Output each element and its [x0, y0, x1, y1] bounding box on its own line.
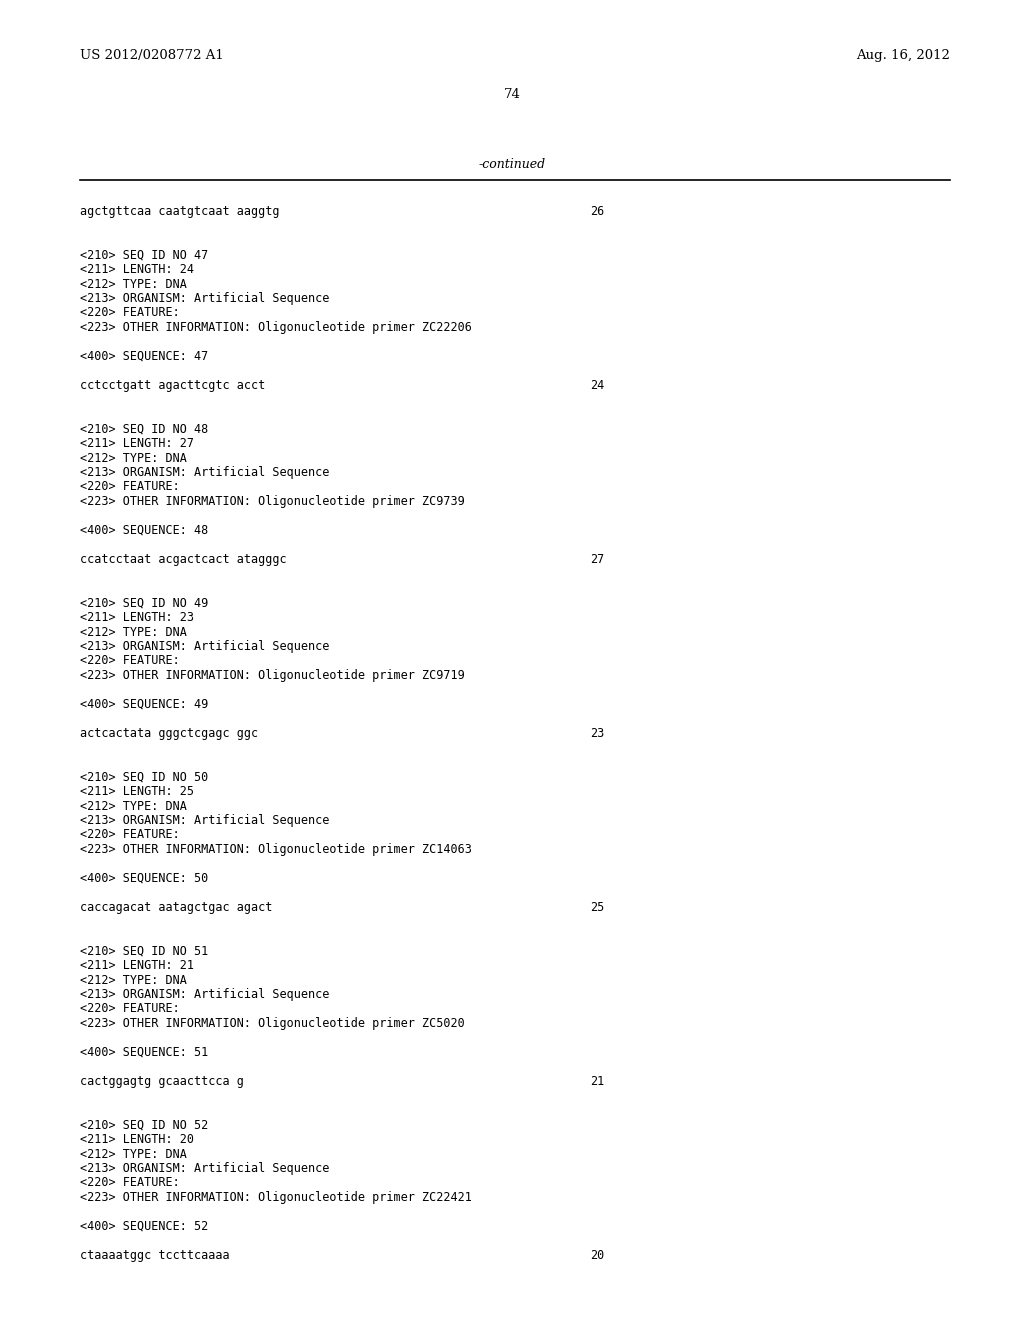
Text: 24: 24: [590, 379, 604, 392]
Text: <212> TYPE: DNA: <212> TYPE: DNA: [80, 800, 186, 813]
Text: 21: 21: [590, 1074, 604, 1088]
Text: <211> LENGTH: 20: <211> LENGTH: 20: [80, 1133, 194, 1146]
Text: <212> TYPE: DNA: <212> TYPE: DNA: [80, 1147, 186, 1160]
Text: <210> SEQ ID NO 47: <210> SEQ ID NO 47: [80, 248, 208, 261]
Text: <400> SEQUENCE: 49: <400> SEQUENCE: 49: [80, 698, 208, 711]
Text: 23: 23: [590, 727, 604, 741]
Text: <220> FEATURE:: <220> FEATURE:: [80, 306, 180, 319]
Text: <400> SEQUENCE: 48: <400> SEQUENCE: 48: [80, 524, 208, 537]
Text: <212> TYPE: DNA: <212> TYPE: DNA: [80, 277, 186, 290]
Text: <210> SEQ ID NO 51: <210> SEQ ID NO 51: [80, 945, 208, 957]
Text: <210> SEQ ID NO 49: <210> SEQ ID NO 49: [80, 597, 208, 610]
Text: <211> LENGTH: 27: <211> LENGTH: 27: [80, 437, 194, 450]
Text: <211> LENGTH: 21: <211> LENGTH: 21: [80, 960, 194, 972]
Text: <223> OTHER INFORMATION: Oligonucleotide primer ZC22206: <223> OTHER INFORMATION: Oligonucleotide…: [80, 321, 472, 334]
Text: ctaaaatggc tccttcaaaa: ctaaaatggc tccttcaaaa: [80, 1249, 229, 1262]
Text: <211> LENGTH: 25: <211> LENGTH: 25: [80, 785, 194, 799]
Text: <223> OTHER INFORMATION: Oligonucleotide primer ZC5020: <223> OTHER INFORMATION: Oligonucleotide…: [80, 1016, 465, 1030]
Text: <212> TYPE: DNA: <212> TYPE: DNA: [80, 974, 186, 986]
Text: <220> FEATURE:: <220> FEATURE:: [80, 655, 180, 668]
Text: cactggagtg gcaacttcca g: cactggagtg gcaacttcca g: [80, 1074, 244, 1088]
Text: <213> ORGANISM: Artificial Sequence: <213> ORGANISM: Artificial Sequence: [80, 1162, 330, 1175]
Text: <212> TYPE: DNA: <212> TYPE: DNA: [80, 626, 186, 639]
Text: <220> FEATURE:: <220> FEATURE:: [80, 1176, 180, 1189]
Text: <210> SEQ ID NO 48: <210> SEQ ID NO 48: [80, 422, 208, 436]
Text: agctgttcaa caatgtcaat aaggtg: agctgttcaa caatgtcaat aaggtg: [80, 205, 280, 218]
Text: <400> SEQUENCE: 52: <400> SEQUENCE: 52: [80, 1220, 208, 1233]
Text: 20: 20: [590, 1249, 604, 1262]
Text: <212> TYPE: DNA: <212> TYPE: DNA: [80, 451, 186, 465]
Text: caccagacat aatagctgac agact: caccagacat aatagctgac agact: [80, 902, 272, 913]
Text: <220> FEATURE:: <220> FEATURE:: [80, 1002, 180, 1015]
Text: <211> LENGTH: 23: <211> LENGTH: 23: [80, 611, 194, 624]
Text: <223> OTHER INFORMATION: Oligonucleotide primer ZC9719: <223> OTHER INFORMATION: Oligonucleotide…: [80, 669, 465, 682]
Text: Aug. 16, 2012: Aug. 16, 2012: [856, 49, 950, 62]
Text: ccatcctaat acgactcact atagggc: ccatcctaat acgactcact atagggc: [80, 553, 287, 566]
Text: <213> ORGANISM: Artificial Sequence: <213> ORGANISM: Artificial Sequence: [80, 987, 330, 1001]
Text: actcactata gggctcgagc ggc: actcactata gggctcgagc ggc: [80, 727, 258, 741]
Text: <400> SEQUENCE: 51: <400> SEQUENCE: 51: [80, 1045, 208, 1059]
Text: -continued: -continued: [478, 158, 546, 172]
Text: <213> ORGANISM: Artificial Sequence: <213> ORGANISM: Artificial Sequence: [80, 814, 330, 828]
Text: <213> ORGANISM: Artificial Sequence: <213> ORGANISM: Artificial Sequence: [80, 292, 330, 305]
Text: 26: 26: [590, 205, 604, 218]
Text: 25: 25: [590, 902, 604, 913]
Text: cctcctgatt agacttcgtc acct: cctcctgatt agacttcgtc acct: [80, 379, 265, 392]
Text: <220> FEATURE:: <220> FEATURE:: [80, 829, 180, 842]
Text: <213> ORGANISM: Artificial Sequence: <213> ORGANISM: Artificial Sequence: [80, 640, 330, 653]
Text: 27: 27: [590, 553, 604, 566]
Text: <211> LENGTH: 24: <211> LENGTH: 24: [80, 263, 194, 276]
Text: 74: 74: [504, 88, 520, 102]
Text: <400> SEQUENCE: 50: <400> SEQUENCE: 50: [80, 873, 208, 884]
Text: <223> OTHER INFORMATION: Oligonucleotide primer ZC22421: <223> OTHER INFORMATION: Oligonucleotide…: [80, 1191, 472, 1204]
Text: <223> OTHER INFORMATION: Oligonucleotide primer ZC9739: <223> OTHER INFORMATION: Oligonucleotide…: [80, 495, 465, 508]
Text: <210> SEQ ID NO 52: <210> SEQ ID NO 52: [80, 1118, 208, 1131]
Text: <220> FEATURE:: <220> FEATURE:: [80, 480, 180, 494]
Text: <400> SEQUENCE: 47: <400> SEQUENCE: 47: [80, 350, 208, 363]
Text: <210> SEQ ID NO 50: <210> SEQ ID NO 50: [80, 771, 208, 784]
Text: <223> OTHER INFORMATION: Oligonucleotide primer ZC14063: <223> OTHER INFORMATION: Oligonucleotide…: [80, 843, 472, 855]
Text: US 2012/0208772 A1: US 2012/0208772 A1: [80, 49, 224, 62]
Text: <213> ORGANISM: Artificial Sequence: <213> ORGANISM: Artificial Sequence: [80, 466, 330, 479]
